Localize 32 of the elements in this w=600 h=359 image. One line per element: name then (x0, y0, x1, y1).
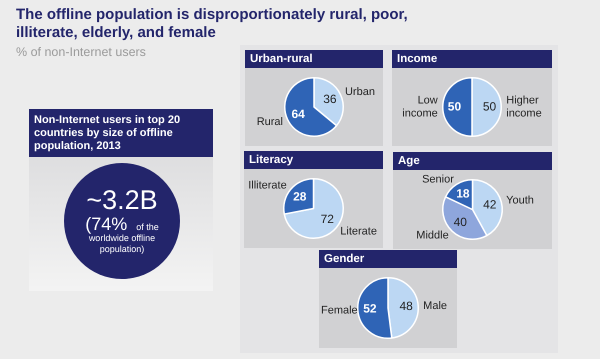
slice-label: Urban (344, 86, 375, 98)
data-label: 50 (482, 99, 497, 114)
text: (74% of the worldwide offline population) (84, 214, 160, 255)
chart-title: Literacy (244, 151, 383, 169)
slice-label: Male (423, 300, 448, 312)
chart-title: Gender (319, 250, 457, 268)
slice-label: Middle (416, 230, 449, 242)
data-label: 52 (363, 301, 377, 316)
chart-title: Income (392, 50, 552, 68)
data-label: 64 (291, 106, 306, 121)
data-label: 28 (293, 189, 307, 204)
slice-label: Female (320, 304, 358, 316)
chart-title: Urban-rural (245, 50, 383, 68)
chart-title: Age (393, 152, 552, 170)
data-label: 42 (483, 197, 497, 212)
slice-label: Senior (422, 173, 454, 186)
slice-label: Literate (340, 225, 377, 238)
text: ~3.2B (85, 185, 159, 215)
data-label: 48 (399, 299, 414, 314)
slice-label: Illiterate (248, 180, 287, 192)
data-label: 36 (323, 92, 337, 106)
data-label: 72 (320, 212, 334, 226)
data-label: 40 (454, 214, 468, 229)
slice-label: Higher income (506, 94, 542, 120)
slice-label: Rural (256, 116, 284, 128)
text: Non-Internet users in top 20 countries by size of offline population, 2013 (29, 109, 213, 157)
data-label: 50 (448, 99, 462, 114)
text: The offline population is disproportionately rural, poor, illiterate, elderly, and female (16, 6, 409, 42)
slice-label: Low income (402, 94, 438, 120)
text: % of non-Internet users (16, 45, 146, 59)
data-label: 18 (456, 186, 470, 201)
slice-label: Youth (506, 194, 534, 207)
